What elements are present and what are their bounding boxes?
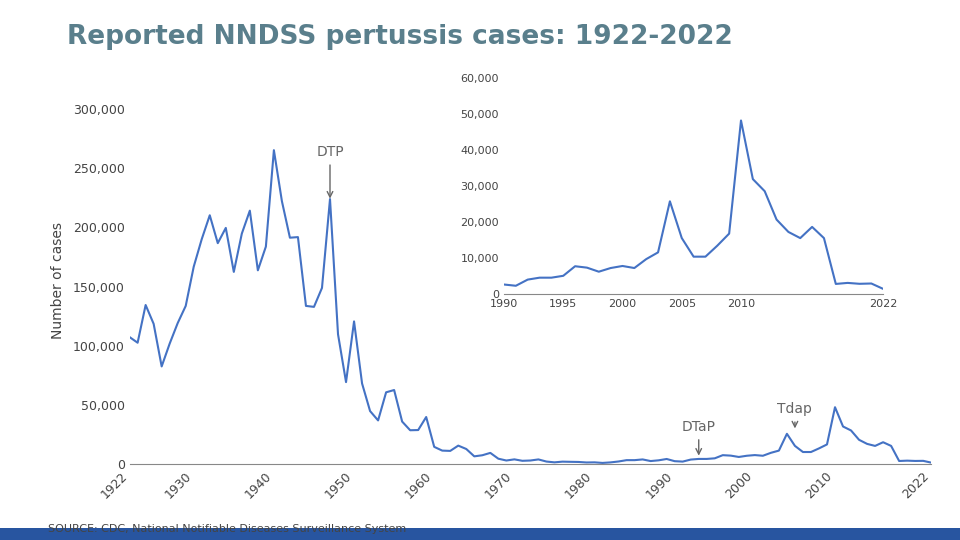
Text: SOURCE: CDC, National Notifiable Diseases Surveillance System: SOURCE: CDC, National Notifiable Disease… <box>48 523 406 534</box>
Y-axis label: Number of cases: Number of cases <box>51 222 64 339</box>
Text: DTP: DTP <box>316 145 344 197</box>
Text: DTaP: DTaP <box>682 420 716 454</box>
Text: Tdap: Tdap <box>778 402 812 427</box>
Text: Reported NNDSS pertussis cases: 1922-2022: Reported NNDSS pertussis cases: 1922-202… <box>67 24 732 50</box>
